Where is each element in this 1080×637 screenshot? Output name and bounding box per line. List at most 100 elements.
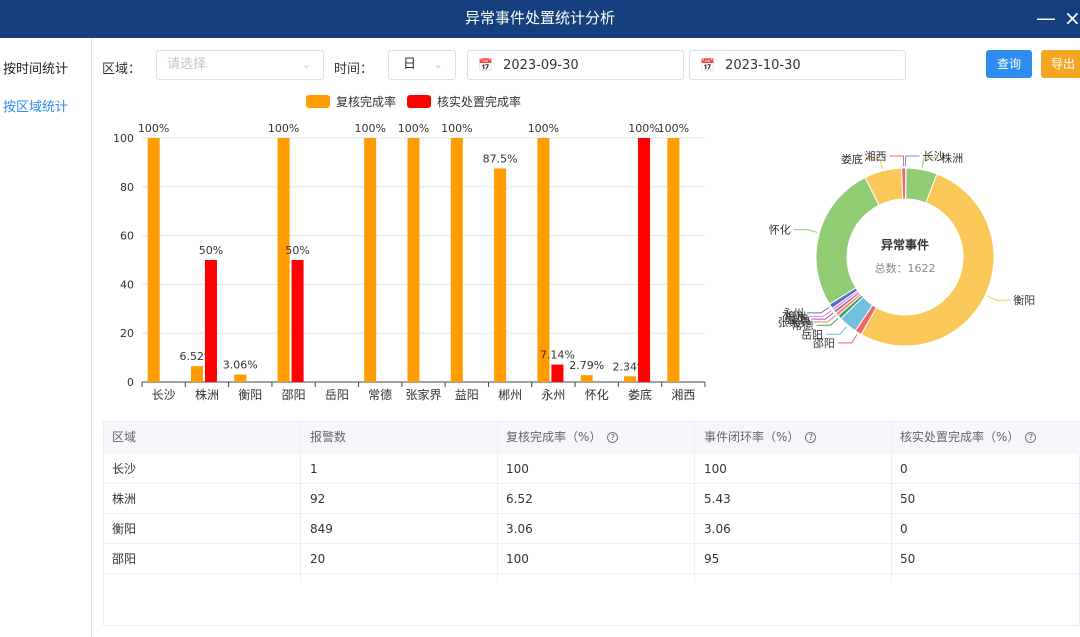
minimize-button[interactable]: — [1036, 6, 1056, 30]
x-tick-label: 永州 [541, 388, 565, 402]
bar-data-label: 100% [354, 122, 385, 135]
cell-review-rate: 6.52 [506, 492, 533, 506]
x-tick-label: 株洲 [195, 387, 219, 402]
help-icon[interactable]: ? [607, 432, 619, 443]
donut-leader-line [793, 229, 818, 233]
bar-data-label: 87.5% [483, 153, 518, 166]
bar-data-label: 100% [398, 122, 429, 135]
start-date-picker[interactable]: 📅 2023-09-30 [467, 50, 684, 80]
table-row[interactable]: 衡阳 849 3.06 3.06 0 [104, 514, 1080, 544]
sidebar-item-by-region[interactable]: 按区域统计 [3, 100, 69, 115]
bar-review [190, 366, 203, 382]
table-header: 区域 报警数 复核完成率（%）? 事件闭环率（%）? 核实处置完成率（%）? [104, 422, 1080, 454]
donut-leader-line [811, 312, 834, 320]
sidebar-item-by-time[interactable]: 按时间统计 [3, 62, 69, 77]
bar-review [667, 138, 680, 382]
x-tick-label: 怀化 [585, 388, 609, 402]
donut-center-total: 总数：1622 [875, 261, 936, 275]
donut-slice-label: 衡阳 [1013, 294, 1035, 307]
donut-slice-label: 益阳 [786, 312, 808, 326]
y-tick-label: 60 [120, 230, 134, 243]
x-tick-label: 岳阳 [325, 388, 349, 402]
bar-data-label: 3.06% [223, 359, 258, 372]
header-closure-rate: 事件闭环率（%）? [696, 422, 817, 452]
donut-leader-line [921, 157, 939, 168]
help-icon[interactable]: ? [1025, 432, 1037, 443]
donut-slice-label: 娄底 [841, 152, 863, 166]
donut-slice-label: 郴州 [784, 309, 806, 323]
donut-slice-label: 怀化 [769, 223, 791, 237]
cell-closure-rate: 5.43 [704, 492, 731, 506]
bar-review [277, 138, 290, 382]
donut-leader-line [889, 155, 905, 167]
header-verify-rate: 核实处置完成率（%）? [892, 422, 1037, 452]
donut-slice [815, 176, 880, 305]
x-tick-label: 常德 [368, 387, 392, 402]
bar-review [364, 138, 377, 382]
x-tick-label: 湘西 [671, 387, 695, 402]
bar-review [407, 138, 420, 382]
bar-data-label: 100% [441, 122, 472, 135]
close-button[interactable]: × [1064, 6, 1080, 30]
bar-verify [204, 260, 217, 382]
filter-bar: 区域： 请选择 ⌄ 时间： 日 ⌄ 📅 2023-09-30 📅 2023-10… [92, 38, 1080, 88]
legend-swatch-verify[interactable] [407, 95, 431, 108]
region-label: 区域： [102, 62, 142, 77]
bar-data-label: 7.14% [540, 349, 575, 362]
donut-leader-line [837, 334, 858, 344]
region-select[interactable]: 请选择 ⌄ [156, 50, 324, 80]
table-row[interactable]: 长沙 1 100 100 0 [104, 454, 1080, 484]
cell-closure-rate: 3.06 [704, 522, 731, 536]
bar-data-label: 50% [199, 244, 223, 257]
donut-slice-label: 邵阳 [813, 337, 835, 350]
help-icon[interactable]: ? [805, 432, 817, 443]
legend-label-verify[interactable]: 核实处置完成率 [437, 95, 522, 109]
export-button[interactable]: 导出 [1041, 50, 1080, 78]
header-alarm-count: 报警数 [310, 430, 347, 444]
cell-region: 株洲 [112, 492, 137, 506]
bar-review [494, 168, 507, 382]
x-tick-label: 张家界 [405, 387, 441, 402]
query-button[interactable]: 查询 [986, 50, 1032, 78]
time-unit-value: 日 [403, 57, 417, 72]
cell-alarm-count: 1 [310, 462, 318, 476]
donut-slice-label: 岳阳 [801, 328, 823, 341]
bar-review [450, 138, 463, 382]
bar-data-label: 50% [285, 244, 309, 257]
y-tick-label: 40 [120, 278, 134, 291]
bar-verify [638, 138, 651, 382]
bar-review [234, 374, 247, 382]
donut-center-title: 异常事件 [881, 237, 929, 252]
table-row[interactable]: 株洲 92 6.52 5.43 50 [104, 484, 1080, 514]
bar-review [147, 138, 160, 382]
donut-slice-label: 长沙 [923, 150, 945, 163]
legend-swatch-review[interactable] [306, 95, 330, 108]
end-date-picker[interactable]: 📅 2023-10-30 [689, 50, 906, 80]
x-tick-label: 衡阳 [238, 388, 262, 402]
window-titlebar: 异常事件处置统计分析 — × [0, 0, 1080, 38]
table-row[interactable]: 邵阳 20 100 95 50 [104, 544, 1080, 574]
end-date-value: 2023-10-30 [725, 58, 801, 73]
donut-slice-label: 湘西 [864, 149, 886, 163]
sidebar: 按时间统计 按区域统计 [0, 38, 92, 637]
bar-data-label: 100% [528, 122, 559, 135]
x-tick-label: 娄底 [628, 387, 652, 402]
legend-label-review[interactable]: 复核完成率 [336, 95, 397, 109]
x-tick-label: 郴州 [498, 388, 522, 402]
time-unit-select[interactable]: 日 ⌄ [388, 50, 456, 80]
cell-closure-rate: 95 [704, 552, 720, 566]
header-region: 区域 [112, 430, 137, 444]
window-title: 异常事件处置统计分析 [464, 9, 615, 27]
y-tick-label: 0 [127, 376, 134, 389]
donut-slice [860, 173, 995, 347]
cell-region: 邵阳 [112, 552, 137, 566]
chevron-down-icon: ⌄ [301, 58, 311, 71]
bar-data-label: 100% [628, 122, 659, 135]
bar-review [624, 376, 637, 382]
donut-leader-line [806, 306, 830, 314]
stats-table: 区域 报警数 复核完成率（%）? 事件闭环率（%）? 核实处置完成率（%）? 长… [103, 421, 1080, 626]
bar-review [580, 375, 593, 382]
bar-verify [551, 364, 564, 382]
cell-review-rate: 100 [506, 462, 529, 476]
cell-verify-rate: 0 [900, 462, 908, 476]
